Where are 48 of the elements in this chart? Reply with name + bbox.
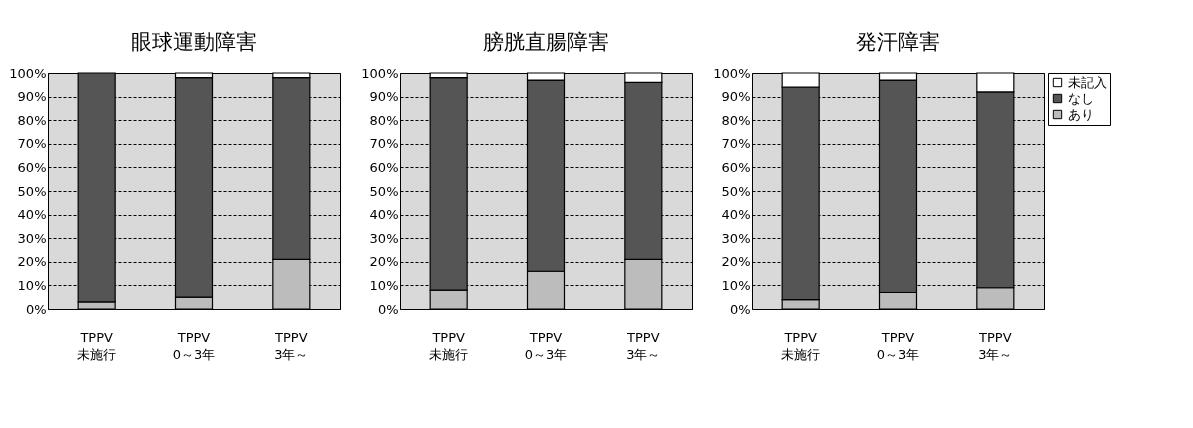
y-tick-label: 10% <box>721 277 751 293</box>
y-tick-label: 20% <box>721 254 751 270</box>
y-tick-label: 70% <box>369 136 399 152</box>
legend-label: あり <box>1068 106 1094 122</box>
x-tick-label: TPPV 3年～ <box>978 329 1013 362</box>
chart-title: 発汗障害 <box>856 30 940 54</box>
x-tick-label: TPPV 3年～ <box>274 329 309 362</box>
x-tick-label: TPPV 0～3年 <box>172 329 216 362</box>
legend-label: 未記入 <box>1068 74 1107 90</box>
x-tick-label: TPPV 0～3年 <box>876 329 920 362</box>
x-tick-label: TPPV 3年～ <box>626 329 661 362</box>
y-tick-label: 50% <box>721 183 751 199</box>
y-tick-label: 50% <box>17 183 47 199</box>
y-tick-label: 100% <box>361 65 399 81</box>
y-tick-label: 20% <box>369 254 399 270</box>
x-tick-label: TPPV 未施行 <box>429 329 469 362</box>
y-tick-label: 80% <box>17 112 47 128</box>
y-tick-label: 70% <box>721 136 751 152</box>
y-tick-label: 10% <box>17 277 47 293</box>
y-tick-label: 60% <box>369 159 399 175</box>
y-tick-label: 100% <box>713 65 751 81</box>
y-tick-label: 90% <box>721 89 751 105</box>
y-tick-label: 30% <box>17 230 47 246</box>
x-tick-label: TPPV 未施行 <box>77 329 117 362</box>
y-tick-label: 60% <box>721 159 751 175</box>
y-tick-label: 90% <box>17 89 47 105</box>
chart-title: 膀胱直腸障害 <box>483 30 609 54</box>
y-tick-label: 80% <box>721 112 751 128</box>
y-tick-label: 30% <box>369 230 399 246</box>
legend-label: なし <box>1068 90 1094 106</box>
y-tick-label: 40% <box>17 207 47 223</box>
y-tick-label: 40% <box>369 207 399 223</box>
y-tick-label: 10% <box>369 277 399 293</box>
y-tick-label: 100% <box>9 65 47 81</box>
y-tick-label: 50% <box>369 183 399 199</box>
y-tick-label: 0% <box>729 301 751 317</box>
x-tick-label: TPPV 未施行 <box>781 329 821 362</box>
y-tick-label: 70% <box>17 136 47 152</box>
y-tick-label: 30% <box>721 230 751 246</box>
y-tick-label: 60% <box>17 159 47 175</box>
y-tick-label: 90% <box>369 89 399 105</box>
y-tick-label: 20% <box>17 254 47 270</box>
y-tick-label: 40% <box>721 207 751 223</box>
chart-title: 眼球運動障害 <box>131 30 257 54</box>
x-tick-label: TPPV 0～3年 <box>524 329 568 362</box>
y-tick-label: 0% <box>377 301 399 317</box>
y-tick-label: 0% <box>25 301 47 317</box>
y-tick-label: 80% <box>369 112 399 128</box>
